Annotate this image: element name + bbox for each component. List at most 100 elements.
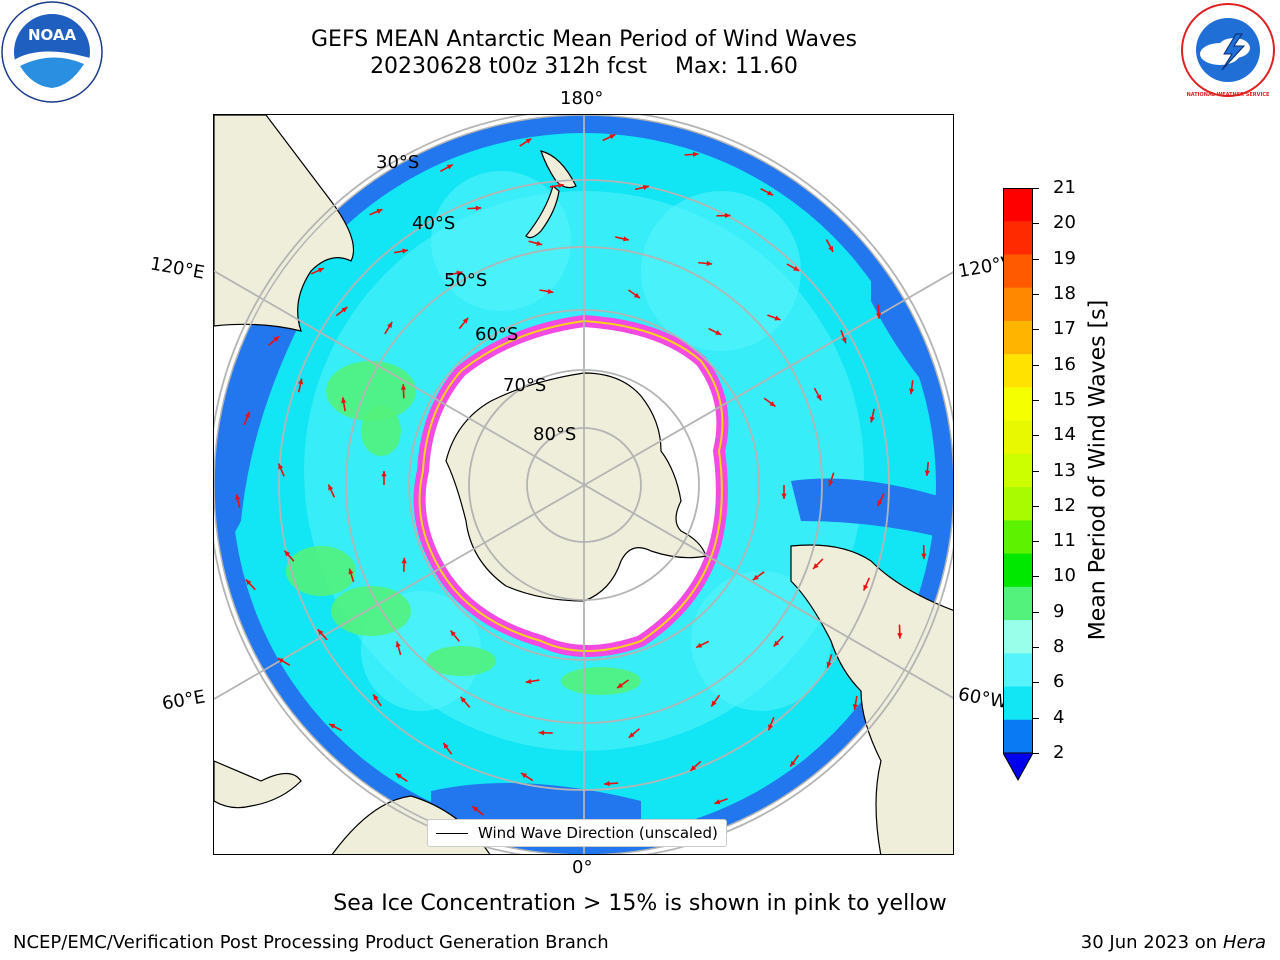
wave-arrow-head [245,579,252,586]
nws-logo-text: NATIONAL WEATHER SERVICE [1187,92,1270,98]
wave-arrow-head [863,584,869,591]
wave-arrow-head [692,151,699,157]
wave-arrow-head [244,411,250,418]
colorbar-tick-mark [1033,258,1039,260]
wave-arrow-head [828,245,834,252]
noaa-logo: NOAA [0,0,105,105]
colorbar-band [1003,719,1033,754]
map-panel [213,114,954,855]
wave-arrow-head [604,781,610,787]
colorbar-tick-mark [1033,682,1039,684]
colorbar-band [1003,221,1033,255]
wave-arrow-head [852,704,858,710]
colorbar-tick-label: 4 [1053,706,1065,728]
nws-logo: NATIONAL WEATHER SERVICE [1178,0,1280,100]
footer-date-text: 30 Jun 2023 on [1080,932,1218,953]
lat-label-50s: 50°S [444,270,488,291]
wave-arrow-head [897,633,903,639]
colorbar-band [1003,487,1033,521]
wave-arrow-head [816,394,822,401]
wave-arrow-head [278,463,284,470]
wave-arrow-head [462,317,469,324]
wave-arrow-head [273,336,280,342]
wave-arrow-head [617,682,623,689]
colorbar-tick-mark [1033,717,1039,719]
wave-arrow-head [450,630,456,637]
antarctica [445,372,707,602]
lon-label-60w: 60°W [956,683,1010,714]
wave-arrow-head [373,694,379,701]
colorbar-band [1003,254,1033,289]
wave-arrow-head [724,212,731,219]
colorbar-band [1003,686,1033,721]
wave-arrow-head [752,574,759,581]
colorbar-tick-label: 2 [1053,742,1065,763]
wave-arrow-head [623,236,629,242]
colorbar-tick-label: 15 [1053,388,1076,410]
wave-arrow-head [921,553,927,560]
colorbar-band [1003,586,1033,621]
wave-arrow-head [401,557,407,564]
wave-arrow-head [714,799,721,805]
chart-title: GEFS MEAN Antarctic Mean Period of Wind … [311,27,857,52]
lon-label-120e: 120°E [148,253,207,284]
wave-arrow-head [317,267,324,273]
colorbar-tick-label: 10 [1053,565,1076,587]
wave-arrow-head [277,658,284,664]
colorbar-band [1003,320,1033,355]
wind-wave-arrows [235,133,930,831]
lat-label-60s: 60°S [475,324,519,345]
wave-arrow-head [826,661,832,668]
colorbar-tick-mark [1033,470,1039,472]
wave-arrow-head [767,190,774,196]
wave-arrow-head [769,401,776,407]
wave-arrow-head [793,265,800,271]
wave-arrow-head [924,470,930,476]
wave-arrow-head [443,742,449,749]
polar-map [214,115,953,854]
colorbar-outline [1003,188,1033,754]
legend-label: Wind Wave Direction (unscaled) [478,824,718,842]
lat-label-70s: 70°S [503,375,547,396]
colorbar-tick-mark [1033,611,1039,613]
wave-arrow-head [387,321,393,328]
colorbar-band [1003,553,1033,588]
lat-label-30s: 30°S [376,152,420,173]
wave-arrow-head [774,315,781,321]
colorbar-tick-mark [1033,576,1039,578]
colorbar-band [1003,188,1033,222]
colorbar-band [1003,653,1033,688]
wave-arrow-head [348,568,354,575]
colorbar-tick-label: 11 [1053,530,1076,552]
colorbar-band [1003,354,1033,388]
footer-host: Hera [1222,932,1266,953]
colorbar-label: Mean Period of Wind Waves [s] [1085,299,1111,641]
wave-arrow-head [711,700,717,707]
colorbar [1002,188,1034,782]
wave-arrow-head [475,205,482,211]
wave-arrow-head [472,806,479,812]
map-legend: Wind Wave Direction (unscaled) [427,819,727,847]
colorbar-extend-arrow [1002,752,1034,782]
wave-arrow-head [521,772,527,779]
wave-arrow-head [909,388,915,395]
colorbar-tick-mark [1033,505,1039,507]
wave-arrow-head [297,378,304,385]
wave-arrow-head [317,629,324,636]
graticule [214,115,953,854]
wave-arrow-head [460,696,467,703]
colorbar-tick-label: 13 [1053,459,1076,481]
colorbar-tick-mark [1033,541,1039,543]
wave-arrow-head [828,480,834,486]
wave-arrow-head [696,642,703,648]
wave-arrow-head [538,730,545,736]
wave-arrow-head [525,678,532,684]
lon-label-0: 0° [572,857,593,878]
wave-arrow-head [395,773,402,779]
colorbar-tick-mark [1033,364,1039,366]
colorbar-tick-mark [1033,223,1039,225]
colorbar-tick-label: 18 [1053,282,1076,304]
wave-arrow-head [328,484,334,491]
colorbar-tick-mark [1033,399,1039,401]
max-label: Max: 11.60 [675,54,798,79]
